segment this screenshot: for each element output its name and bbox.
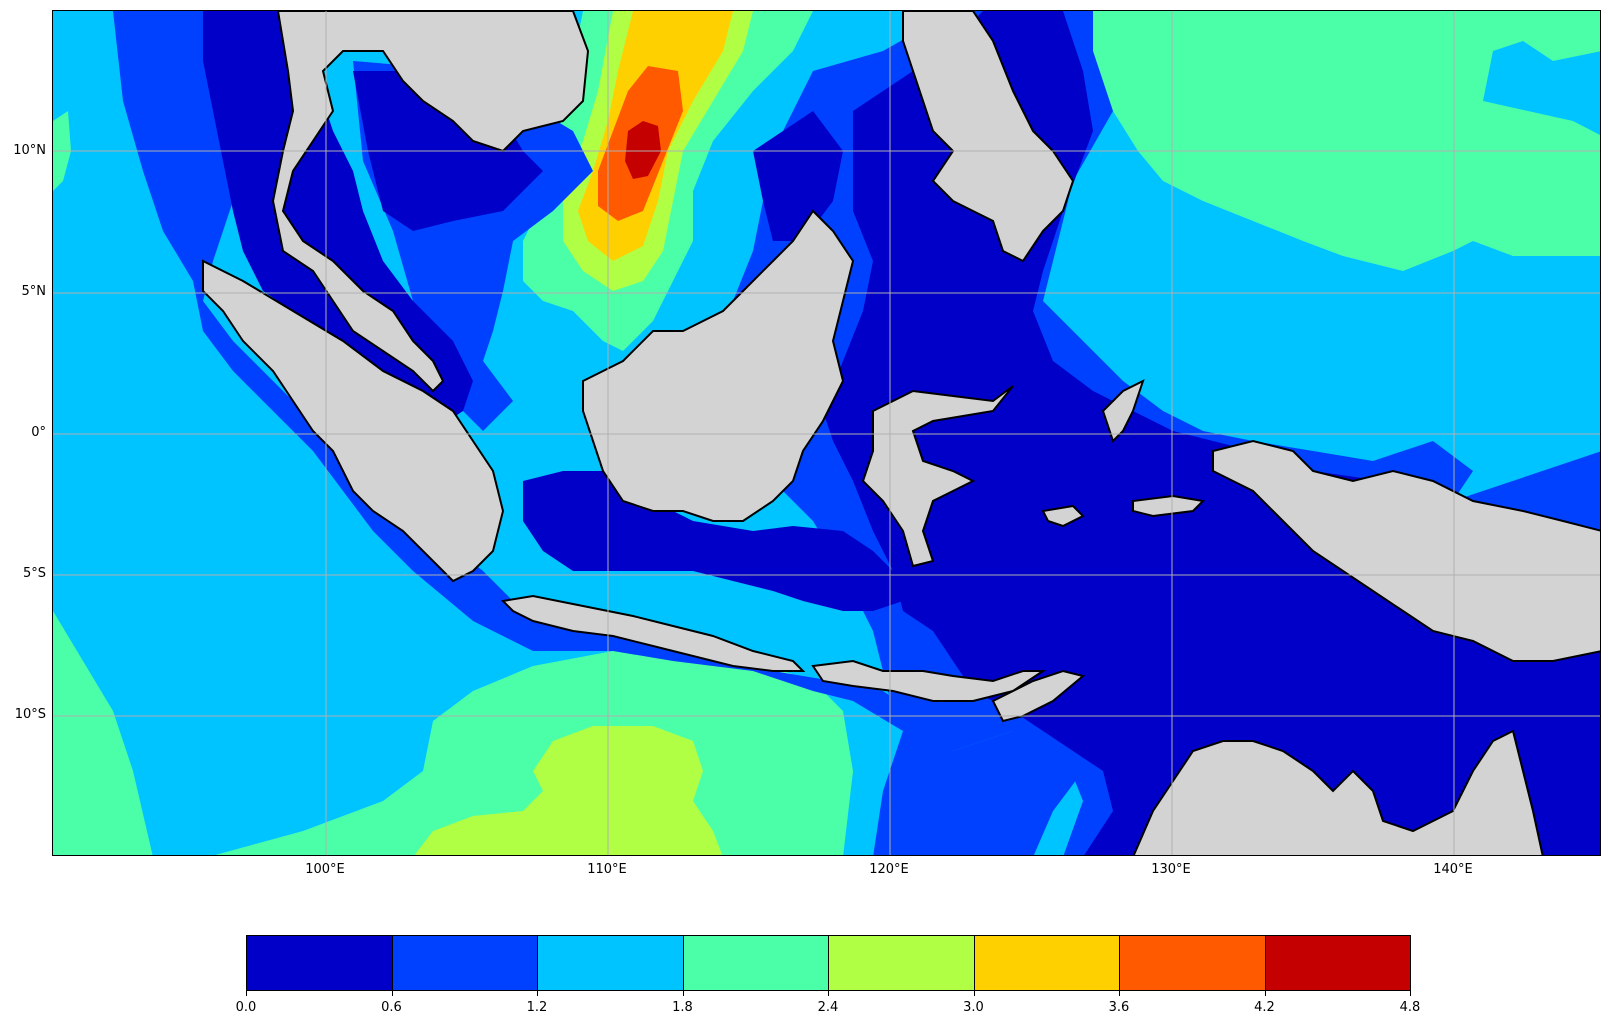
colorbar-bin-5	[973, 936, 1119, 990]
land-timor	[991, 669, 1086, 723]
colorbar-tick-label: 1.2	[526, 1000, 548, 1015]
colorbar-bin-7	[1264, 936, 1410, 990]
colorbar-bin-0	[247, 936, 392, 990]
lon-label-130e: 130°E	[1151, 862, 1191, 877]
lon-label-140e: 140°E	[1433, 862, 1473, 877]
lat-label-5n: 5°N	[21, 284, 47, 299]
lon-label-110e: 110°E	[587, 862, 627, 877]
contour-1.8-2.4-northeast	[1058, 11, 1600, 271]
land-java	[500, 594, 806, 672]
land-sulawesi	[861, 385, 1014, 568]
colorbar-tick	[682, 991, 684, 996]
wave-height-map	[52, 10, 1601, 856]
colorbar-bin-3	[682, 936, 828, 990]
colorbar-tick	[391, 991, 393, 996]
contour-4.2-4.8	[625, 121, 661, 179]
land-borneo	[582, 209, 855, 522]
land-philippines	[902, 11, 1075, 263]
contour-2.4-3.0-south	[414, 726, 723, 855]
land-buru	[1041, 504, 1085, 528]
land-masses	[202, 11, 1600, 855]
colorbar-tick	[973, 991, 975, 996]
colorbar-tick-label: 0.0	[235, 1000, 257, 1015]
land-maluku	[1101, 379, 1145, 443]
lat-label-10n: 10°N	[13, 143, 46, 158]
colorbar-tick	[1410, 991, 1411, 996]
contour-0.0-0.6-scs-east	[753, 111, 843, 241]
land-new-guinea	[1212, 439, 1600, 662]
colorbar	[246, 935, 1411, 991]
colorbar-tick	[1119, 991, 1120, 996]
colorbar-bin-1	[391, 936, 537, 990]
contour-1.8-2.4-southwest	[53, 611, 153, 855]
colorbar-tick-label: 4.2	[1254, 1000, 1275, 1015]
colorbar-tick	[1264, 991, 1266, 996]
colorbar-tick-label: 0.6	[381, 1000, 402, 1015]
colorbar-tick-label: 4.8	[1399, 1000, 1421, 1015]
lat-label-10s: 10°S	[14, 707, 46, 722]
gridlines	[53, 11, 1600, 855]
contour-0.0-0.6-java-sea	[523, 471, 903, 611]
lon-label-100e: 100°E	[305, 862, 345, 877]
colorbar-tick-label: 3.0	[963, 1000, 984, 1015]
land-sumatra	[202, 259, 505, 583]
colorbar-tick-label: 3.6	[1108, 1000, 1130, 1015]
colorbar-bin-2	[537, 936, 683, 990]
map-canvas	[53, 11, 1600, 855]
colorbar-tick	[537, 991, 538, 996]
colorbar-tick	[246, 991, 247, 996]
colorbar-tick-label: 2.4	[817, 1000, 839, 1015]
land-australia	[1132, 729, 1544, 855]
land-seram	[1132, 494, 1206, 518]
colorbar-tick-label: 1.8	[672, 1000, 693, 1015]
lat-label-5s: 5°S	[22, 566, 46, 581]
colorbar-tick	[828, 991, 829, 996]
lon-label-120e: 120°E	[869, 862, 909, 877]
land-lesser-sunda	[811, 659, 1047, 702]
colorbar-bin-4	[828, 936, 974, 990]
lat-label-0: 0°	[31, 425, 46, 440]
colorbar-bin-6	[1119, 936, 1265, 990]
